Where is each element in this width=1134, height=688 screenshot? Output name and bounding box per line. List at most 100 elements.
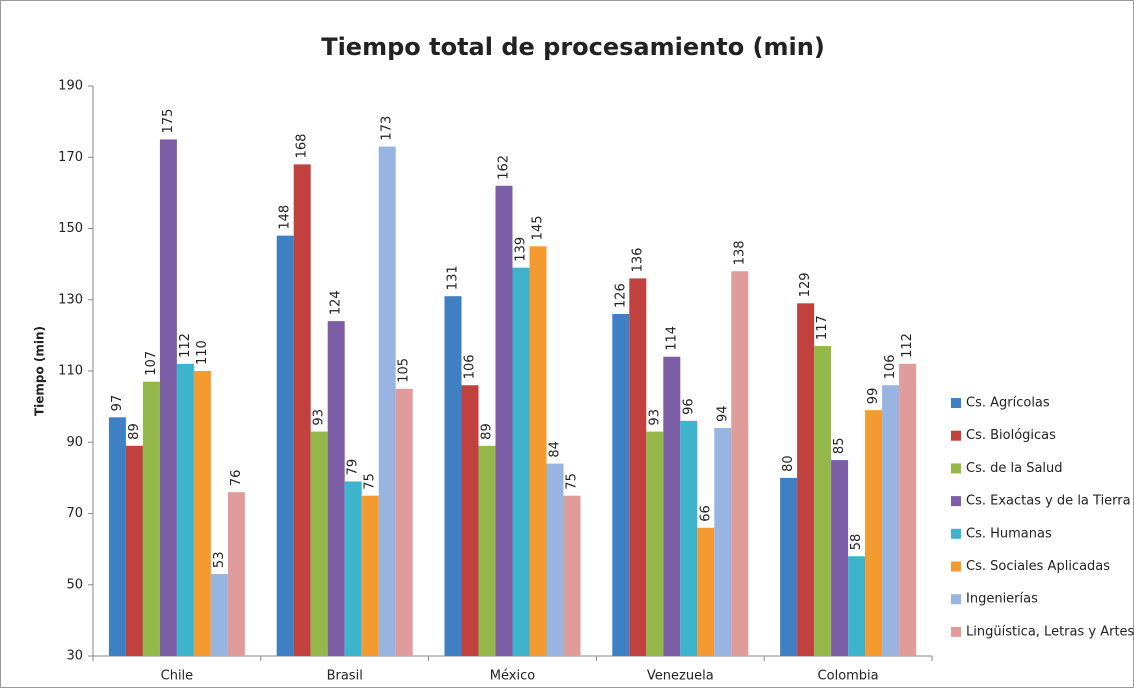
bar (529, 246, 547, 656)
value-label: 80 (781, 455, 796, 472)
value-label: 66 (698, 505, 713, 522)
legend-label: Ingenierías (966, 592, 1038, 607)
bar (563, 495, 581, 656)
bar (227, 492, 245, 656)
value-label: 85 (832, 438, 847, 455)
value-label: 94 (715, 405, 730, 422)
bar (361, 495, 379, 656)
bar (210, 574, 228, 656)
bar (344, 481, 362, 656)
y-tick-label: 50 (66, 577, 83, 592)
bar (546, 463, 564, 656)
x-tick-label: Colombia (818, 669, 879, 684)
value-label: 107 (144, 351, 159, 376)
y-tick-label: 110 (58, 364, 83, 379)
bar (831, 460, 849, 656)
value-label: 105 (397, 358, 412, 383)
y-tick-label: 30 (66, 649, 83, 664)
bar (797, 303, 815, 656)
value-label: 112 (178, 333, 193, 358)
legend-label: Lingüística, Letras y Artes (966, 624, 1134, 639)
x-tick-label: Venezuela (647, 669, 714, 684)
value-label: 76 (229, 470, 244, 487)
bar (444, 296, 462, 656)
value-label: 168 (295, 134, 310, 159)
y-tick-label: 190 (58, 79, 83, 94)
value-label: 139 (514, 237, 529, 262)
bar (697, 527, 715, 656)
bar (848, 556, 866, 656)
bar (899, 363, 917, 656)
value-label: 114 (664, 326, 679, 351)
y-tick-label: 90 (66, 435, 83, 450)
bar (327, 321, 345, 656)
value-label: 148 (278, 205, 293, 230)
bar (629, 278, 647, 656)
bar (461, 385, 479, 656)
x-tick-label: Brasil (327, 669, 363, 684)
legend-swatch (951, 626, 961, 637)
bar (176, 363, 194, 656)
value-label: 162 (497, 155, 512, 180)
value-label: 96 (681, 398, 696, 415)
value-label: 145 (531, 215, 546, 240)
value-label: 110 (195, 340, 210, 365)
value-label: 53 (212, 552, 227, 569)
value-label: 136 (630, 248, 645, 273)
y-axis-label: Tiempo (min) (33, 326, 47, 416)
x-tick-label: México (490, 669, 535, 684)
value-label: 97 (110, 395, 125, 412)
value-label: 138 (732, 240, 747, 265)
value-label: 112 (900, 333, 915, 358)
bar (612, 314, 630, 656)
legend-label: Cs. Agrícolas (966, 396, 1050, 411)
value-label: 79 (346, 459, 361, 476)
bar (193, 371, 211, 656)
legend-swatch (951, 594, 961, 605)
value-label: 175 (161, 109, 176, 134)
legend-swatch (951, 561, 961, 572)
value-label: 131 (446, 265, 461, 290)
value-label: 173 (380, 116, 395, 141)
value-label: 117 (815, 315, 830, 340)
value-label: 84 (548, 441, 563, 458)
bar (276, 235, 294, 656)
bar (293, 164, 311, 656)
value-label: 106 (463, 354, 478, 379)
bar (512, 267, 530, 656)
bar (378, 146, 396, 656)
value-label: 75 (363, 473, 378, 490)
bar (159, 139, 177, 656)
legend-swatch (951, 528, 961, 539)
value-label: 89 (480, 423, 495, 440)
bar (814, 346, 832, 656)
bar (714, 428, 732, 656)
bar (663, 356, 681, 656)
legend-label: Cs. de la Salud (966, 461, 1063, 476)
y-tick-label: 70 (66, 506, 83, 521)
value-label: 89 (127, 423, 142, 440)
bar (495, 185, 513, 656)
legend-label: Cs. Sociales Aplicadas (966, 559, 1110, 574)
bar (478, 445, 496, 656)
value-label: 106 (883, 354, 898, 379)
bar (780, 477, 798, 656)
bar (646, 431, 664, 656)
value-label: 99 (866, 388, 881, 405)
y-tick-label: 170 (58, 150, 83, 165)
legend-label: Cs. Humanas (966, 526, 1052, 541)
chart-title: Tiempo total de procesamiento (min) (321, 33, 825, 61)
bar (680, 420, 698, 656)
value-label: 124 (329, 290, 344, 315)
bar (882, 385, 900, 656)
legend-swatch (951, 398, 961, 408)
bar (395, 388, 413, 656)
value-label: 126 (613, 283, 628, 308)
bar (865, 410, 883, 656)
y-tick-label: 150 (58, 221, 83, 236)
legend-swatch (951, 430, 961, 441)
value-label: 129 (798, 272, 813, 297)
legend-label: Cs. Biológicas (966, 428, 1056, 443)
bar (125, 445, 143, 656)
